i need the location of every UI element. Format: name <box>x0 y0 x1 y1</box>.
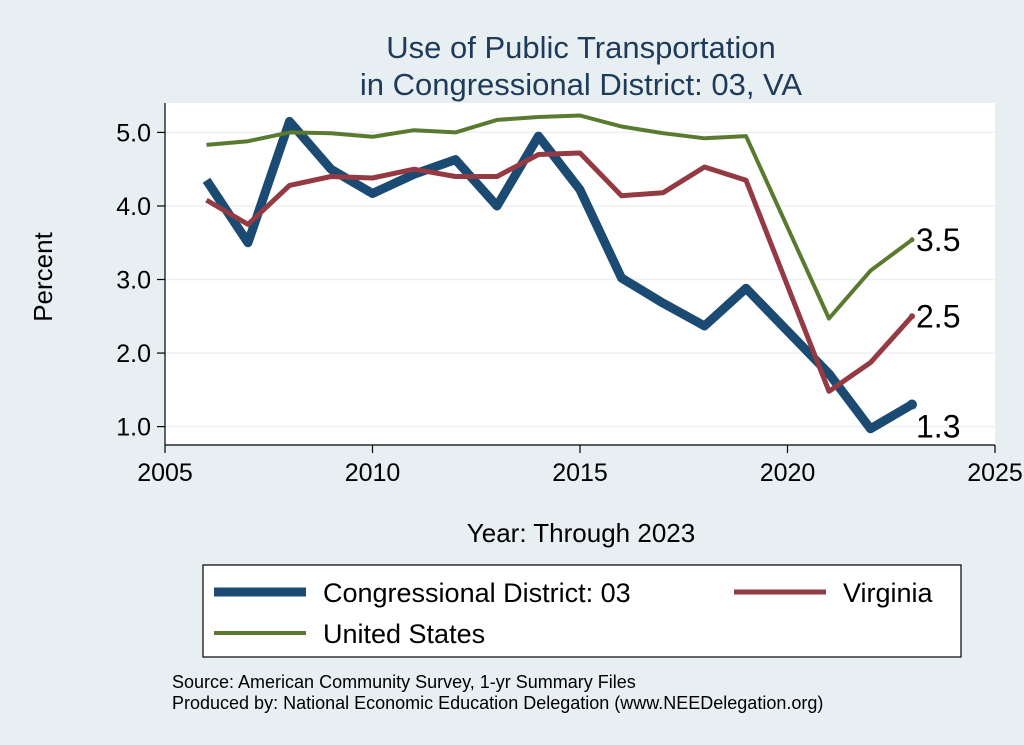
end-label-2: 3.5 <box>916 222 960 258</box>
series-end-point-0 <box>907 399 917 410</box>
series-end-point-1 <box>909 313 915 320</box>
y-ticks: 1.0 2.0 3.0 4.0 5.0 <box>116 119 165 442</box>
x-tick-label: 2025 <box>967 459 1023 487</box>
legend-label-us: United States <box>323 619 485 649</box>
x-tick-label: 2015 <box>552 459 608 487</box>
series-group <box>202 113 917 434</box>
grid-lines <box>165 131 995 428</box>
end-label-0: 1.3 <box>916 409 960 445</box>
series-line-2 <box>206 113 914 321</box>
x-tick-label: 2020 <box>760 459 816 487</box>
series-line-0 <box>202 116 915 434</box>
x-tick-label: 2005 <box>137 459 193 487</box>
y-tick-label: 1.0 <box>116 414 151 442</box>
y-tick-label: 4.0 <box>116 193 151 221</box>
chart-title-line-1: Use of Public Transportation <box>386 30 775 65</box>
series-line-1 <box>205 150 914 394</box>
legend-box <box>202 564 962 658</box>
x-tick-label: 2010 <box>345 459 401 487</box>
y-tick-label: 2.0 <box>116 340 151 368</box>
source-note: Source: American Community Survey, 1-yr … <box>172 672 636 692</box>
end-label-1: 2.5 <box>916 298 960 334</box>
legend-label-virginia: Virginia <box>843 578 934 608</box>
producer-note: Produced by: National Economic Education… <box>172 693 823 713</box>
x-axis-label: Year: Through 2023 <box>467 518 695 548</box>
legend-label-cd03: Congressional District: 03 <box>323 578 631 608</box>
chart-title-line-2: in Congressional District: 03, VA <box>360 67 803 102</box>
series-end-point-2 <box>909 237 915 243</box>
y-tick-label: 3.0 <box>116 267 151 295</box>
y-tick-label: 5.0 <box>116 119 151 147</box>
x-ticks: 2005 2010 2015 2020 2025 <box>137 445 1023 487</box>
end-labels: 1.3 2.5 3.5 <box>916 222 960 445</box>
plot-area <box>165 103 995 445</box>
y-axis-label: Percent <box>28 231 58 321</box>
